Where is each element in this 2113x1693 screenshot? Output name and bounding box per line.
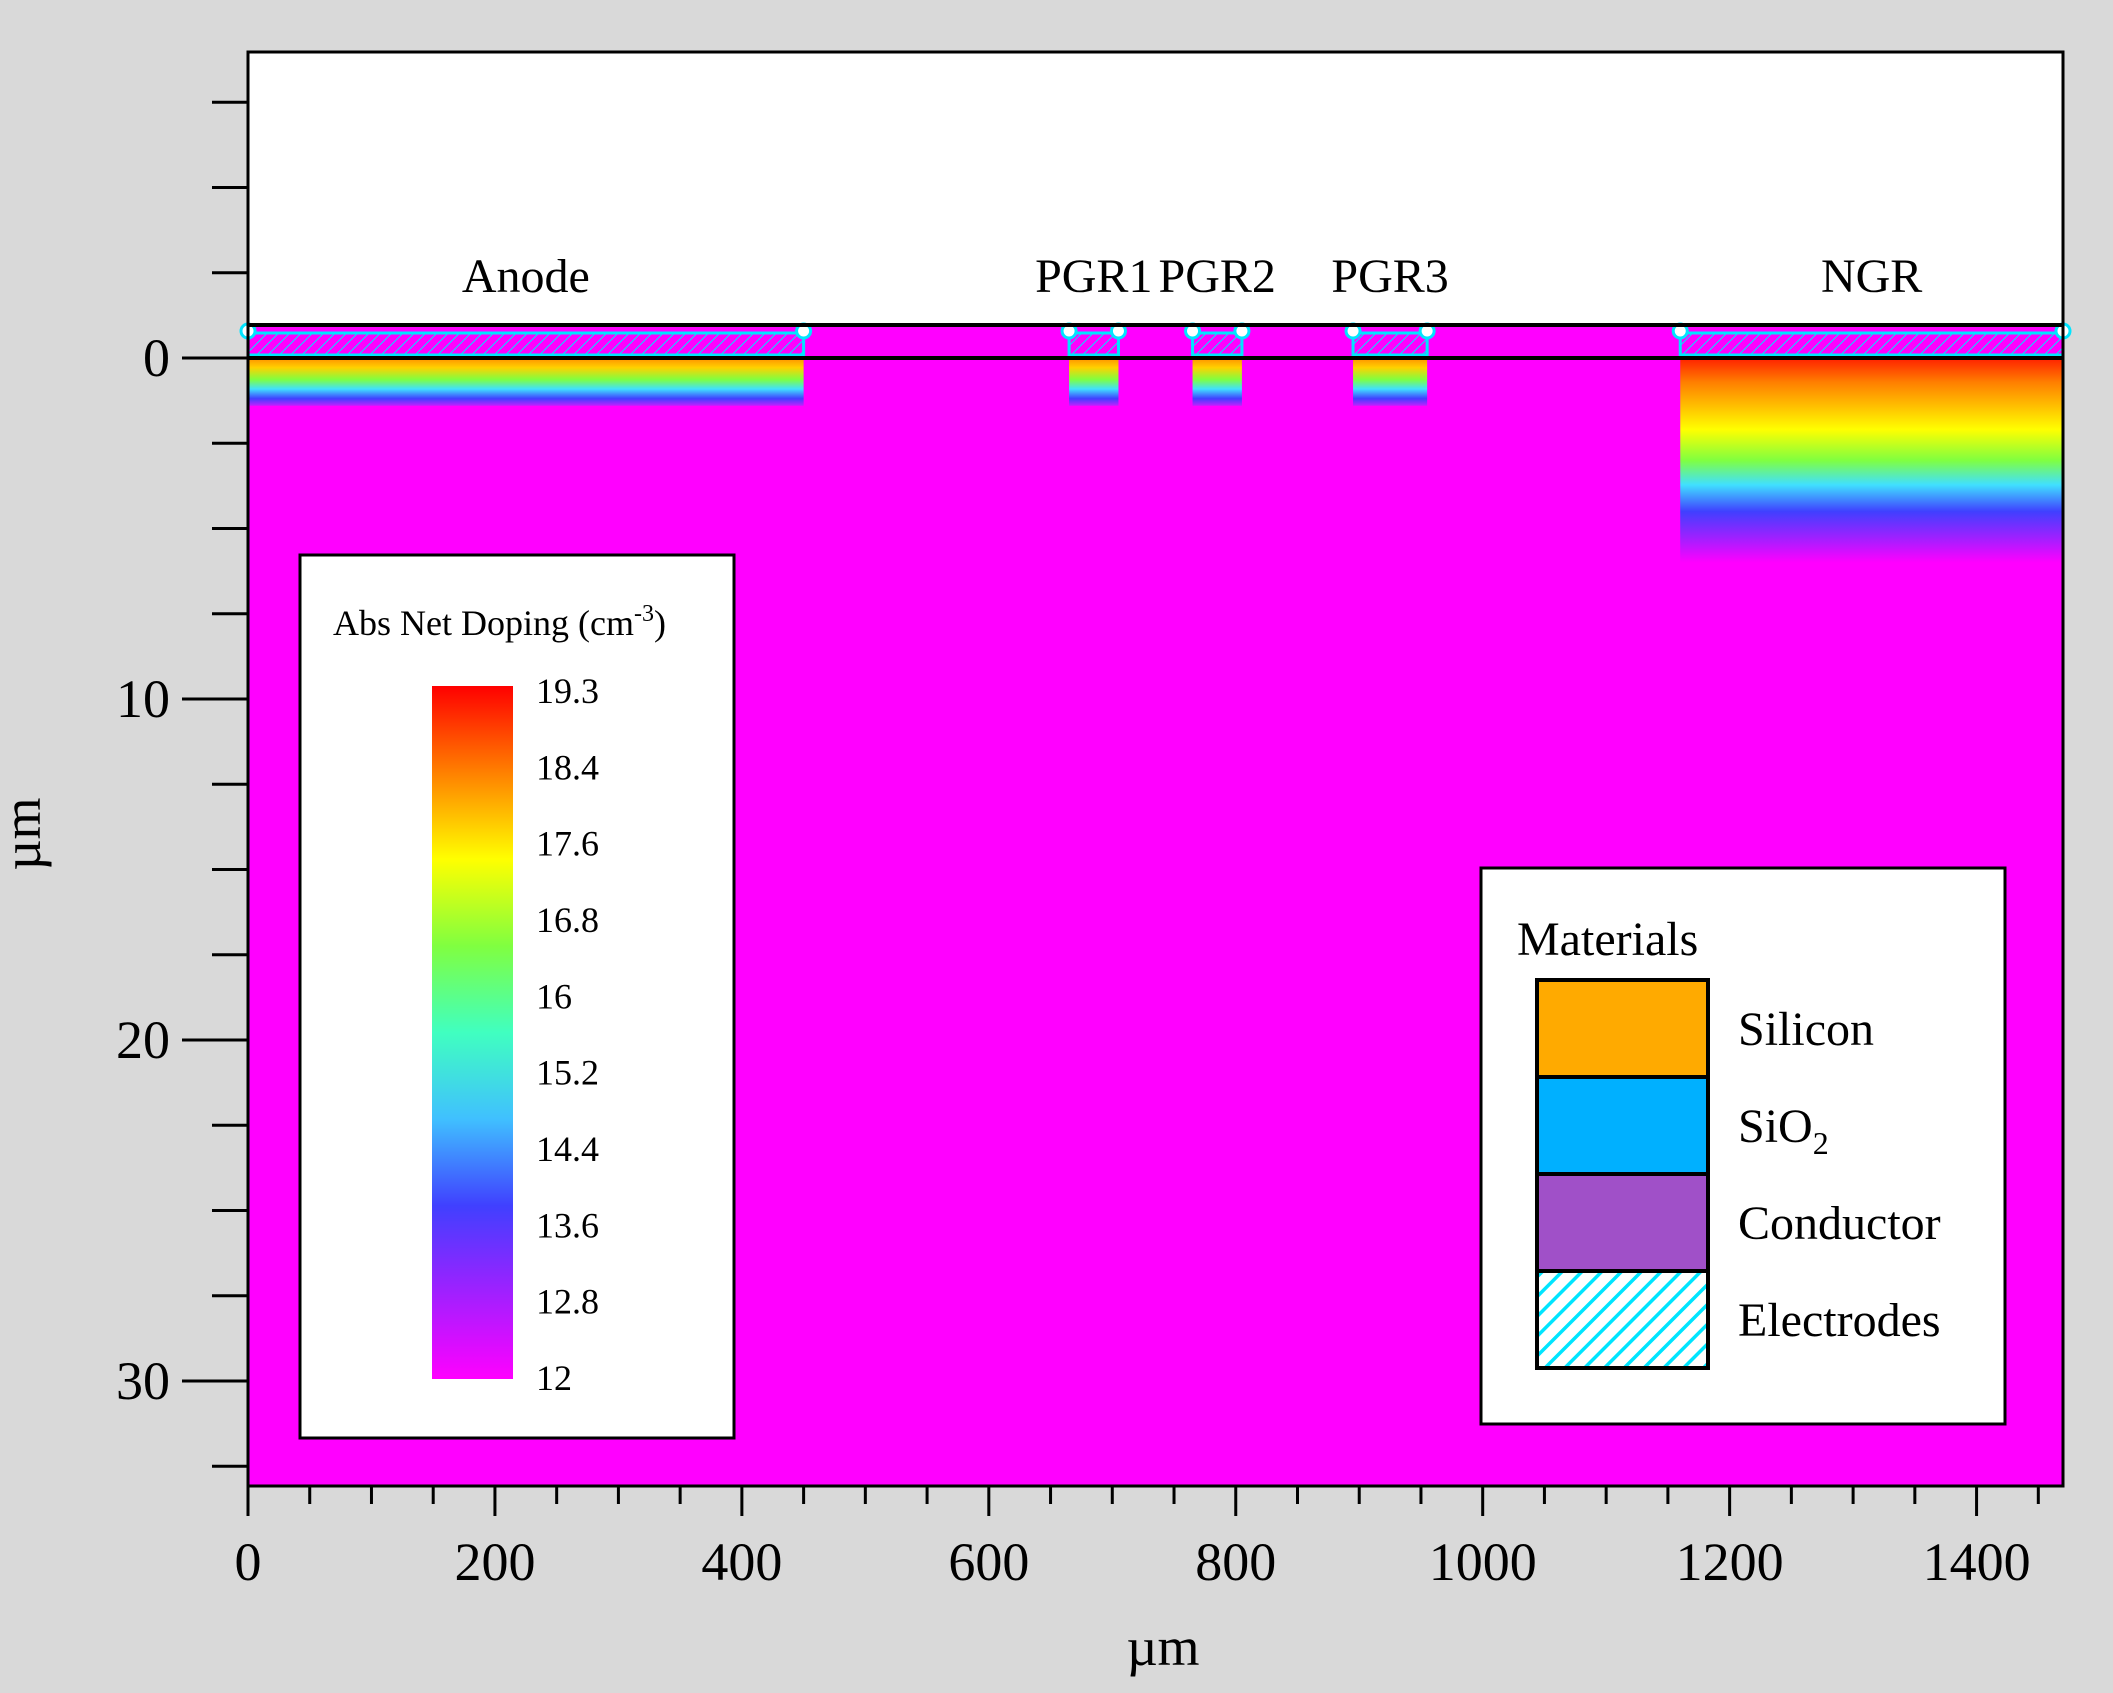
colorbar-tick-label: 13.6 [536,1205,599,1245]
x-tick-label: 1200 [1676,1532,1784,1592]
material-swatch-electrodes [1535,1269,1710,1370]
electrode-contact-pgr3 [1351,331,1429,357]
colorbar-tick-label: 16.8 [536,900,599,940]
material-swatch-conductor [1535,1172,1710,1273]
material-label-sio: SiO2 [1738,1100,1829,1161]
x-tick-label: 1400 [1923,1532,2031,1592]
x-tick-label: 400 [701,1532,782,1592]
electrode-label-pgr2: PGR2 [1159,250,1276,303]
colorbar-title: Abs Net Doping (cm-3) [333,601,666,643]
electrode-label-pgr3: PGR3 [1331,250,1448,303]
colorbar-tick-label: 12.8 [536,1282,599,1322]
y-tick-label: 20 [116,1010,170,1070]
x-tick-label: 200 [454,1532,535,1592]
doping-region-pgr1 [1069,358,1119,406]
material-label-silicon: Silicon [1738,1003,1874,1056]
colorbar-box [298,553,736,1440]
doping-region-ngr [1680,358,2063,563]
colorbar-tick-label: 19.3 [536,671,599,711]
doping-regions [239,322,2072,563]
plot-background-air [248,52,2063,324]
electrode-labels: Anode PGR1 PGR2 PGR3 NGR [462,250,1922,303]
doping-region-pgr3 [1353,358,1428,406]
y-tick-label: 10 [116,669,170,729]
electrode-label-pgr1: PGR1 [1035,250,1152,303]
materials-title: Materials [1517,913,1698,966]
x-axis: 0 200 400 600 800 1000 1200 1400 [235,1486,2040,1592]
material-label-conductor: Conductor [1738,1197,1941,1250]
electrode-contact-pgr1 [1067,331,1120,357]
colorbar-tick-label: 16 [536,976,572,1016]
colorbar-legend: Abs Net Doping (cm-3) 19.3 18.4 17.6 16.8 16… [298,553,736,1440]
material-label-electrodes: Electrodes [1738,1294,1941,1347]
electrode-label-anode: Anode [462,250,590,303]
colorbar-tick-label: 17.6 [536,824,599,864]
colorbar-tick-label: 12 [536,1358,572,1398]
x-tick-label: 0 [235,1532,262,1592]
y-axis-title: µm [0,797,52,870]
colorbar-tick-label: 14.4 [536,1129,599,1169]
materials-items: Silicon SiO2 Conductor Electrodes [1535,978,1941,1370]
colorbar-tick-label: 18.4 [536,747,599,787]
x-axis-title: µm [1126,1617,1199,1677]
colorbar-tick-label: 15.2 [536,1053,599,1093]
electrode-label-ngr: NGR [1821,250,1922,303]
materials-legend: Materials Silicon SiO2 Conductor Electrodes [1479,866,2007,1426]
doping-region-anode [248,358,804,406]
material-swatch-sio [1535,1075,1710,1176]
x-tick-label: 600 [948,1532,1029,1592]
electrode-contact-anode [246,331,806,357]
doping-region-pgr2 [1192,358,1242,406]
x-tick-label: 800 [1195,1532,1276,1592]
y-tick-label: 30 [116,1351,170,1411]
x-tick-label: 1000 [1429,1532,1537,1592]
material-swatch-silicon [1535,978,1710,1079]
y-axis: 0 10 20 30 [116,100,248,1468]
electrode-contact-ngr [1678,331,2065,357]
colorbar-swatch [432,686,513,1379]
colorbar-ticks: 19.3 18.4 17.6 16.8 16 15.2 14.4 13.6 12.8 12 [536,671,599,1398]
electrode-contact-pgr2 [1191,331,1244,357]
plot-frame [246,50,2065,1488]
y-tick-label: 0 [143,328,170,388]
